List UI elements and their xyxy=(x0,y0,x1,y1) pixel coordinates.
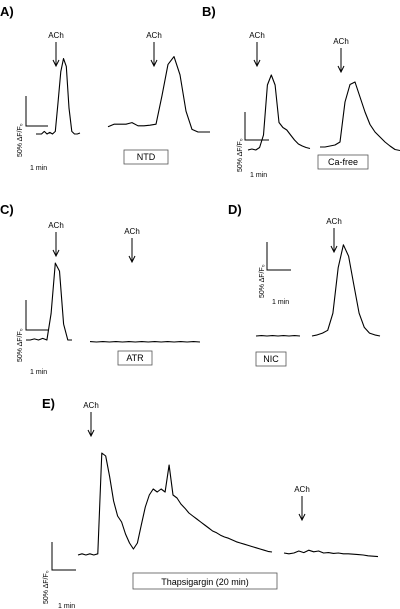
panel-2-scale-x-label: 1 min xyxy=(30,369,47,376)
panel-4-scale-x-label: 1 min xyxy=(58,603,75,609)
panel-3-scale-x-label: 1 min xyxy=(272,299,289,306)
panel-4-ach-label-1: ACh xyxy=(294,485,310,494)
panel-4-condition-box xyxy=(132,572,278,590)
panel-0-condition-label: NTD xyxy=(137,152,156,162)
panel-0-arrow-head-0 xyxy=(52,59,60,68)
panel-0-scale-bar xyxy=(25,96,48,127)
panel-3-condition-label: NIC xyxy=(263,354,279,364)
panel-2-scale-y-label: 50% ΔF/F₀ xyxy=(17,328,24,362)
panel-0-trace-1 xyxy=(107,56,210,133)
panel-4-arrow-head-0 xyxy=(87,429,95,438)
panel-1-arrow-head-0 xyxy=(253,59,261,68)
panel-4-scale-y-label: 50% ΔF/F₀ xyxy=(43,570,50,604)
panel-3-arrow-head-0 xyxy=(330,245,338,254)
panel-4-trace-0 xyxy=(77,452,273,556)
panel-1-scale-y-label: 50% ΔF/F₀ xyxy=(237,138,244,172)
panel-0-arrow-head-1 xyxy=(150,59,158,68)
panel-1-condition-label: Ca-free xyxy=(328,157,358,167)
panel-3-condition-box xyxy=(255,351,287,367)
panel-0-ach-label-0: ACh xyxy=(48,31,64,40)
panel-2-condition-label: ATR xyxy=(126,353,144,363)
panel-3-scale-y-label: 50% ΔF/F₀ xyxy=(259,264,266,298)
panel-3-label: D) xyxy=(228,202,242,217)
panel-0-label: A) xyxy=(0,4,14,19)
panel-1-ach-label-0: ACh xyxy=(249,31,265,40)
panel-2-ach-label-1: ACh xyxy=(124,227,140,236)
panel-4-condition-label: Thapsigargin (20 min) xyxy=(161,577,249,587)
panel-2-scale-bar xyxy=(25,300,48,331)
panel-2-arrow-head-1 xyxy=(128,255,136,264)
panel-4-ach-label-0: ACh xyxy=(83,401,99,410)
panel-2-label: C) xyxy=(0,202,14,217)
panel-3-trace-1 xyxy=(311,244,381,337)
panel-1-condition-box xyxy=(317,154,369,170)
panel-0-scale-y-label: 50% ΔF/F₀ xyxy=(17,123,24,157)
panel-3-scale-bar xyxy=(266,242,291,271)
panel-4-scale-bar xyxy=(51,542,76,571)
panel-1-scale-bar xyxy=(244,112,269,141)
panel-1-label: B) xyxy=(202,4,216,19)
panel-1-ach-label-1: ACh xyxy=(333,37,349,46)
panel-1-scale-x-label: 1 min xyxy=(250,172,267,179)
panel-4-trace-1 xyxy=(283,549,379,558)
panel-2-ach-label-0: ACh xyxy=(48,221,64,230)
panel-0-ach-label-1: ACh xyxy=(146,31,162,40)
panel-4-arrow-head-1 xyxy=(298,513,306,522)
panel-1-trace-0 xyxy=(247,74,311,151)
panel-0-scale-x-label: 1 min xyxy=(30,165,47,172)
panel-2-condition-box xyxy=(117,350,153,366)
panel-2-arrow-head-0 xyxy=(52,249,60,258)
panel-1-arrow-head-1 xyxy=(337,65,345,74)
panel-1-trace-1 xyxy=(320,81,400,152)
panel-2-trace-0 xyxy=(26,262,72,341)
panel-3-ach-label-0: ACh xyxy=(326,217,342,226)
panel-0-condition-box xyxy=(123,149,169,165)
panel-0-trace-0 xyxy=(36,58,81,135)
panel-4-label: E) xyxy=(42,396,55,411)
